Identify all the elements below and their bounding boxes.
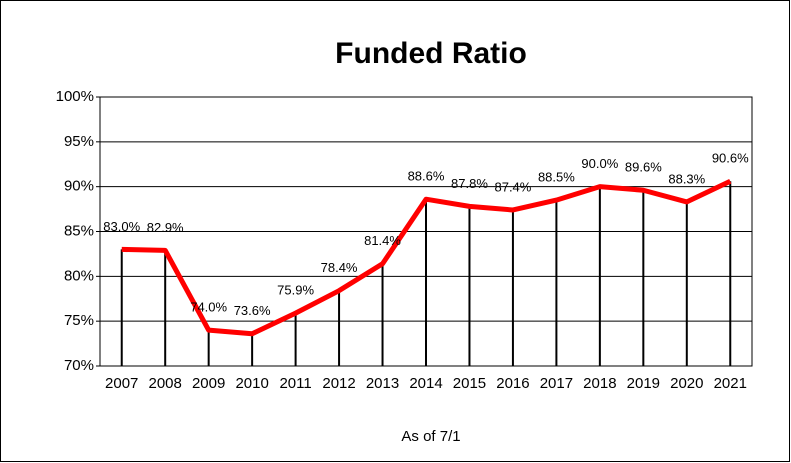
data-line [121,179,732,337]
x-tick-label: 2009 [192,375,225,392]
y-tick-label: 75% [64,312,94,329]
x-tick-label: 2013 [366,375,399,392]
y-tick-label: 80% [64,267,94,284]
y-tick-label: 85% [64,222,94,239]
data-label: 81.4% [364,233,401,248]
x-tick-label: 2017 [540,375,573,392]
data-label: 90.0% [581,156,618,171]
data-label: 87.8% [451,176,488,191]
data-label: 82.9% [147,220,184,235]
x-tick-label: 2020 [670,375,703,392]
data-label: 75.9% [277,283,314,298]
chart-title: Funded Ratio [335,37,527,70]
data-label: 83.0% [103,219,140,234]
x-tick-label: 2016 [496,375,529,392]
data-label: 78.4% [321,260,358,275]
x-tick-label: 2011 [279,375,311,392]
data-label: 73.6% [234,303,271,318]
x-tick-label: 2007 [105,375,138,392]
y-tick-label: 70% [64,357,94,374]
data-label: 88.5% [538,170,575,185]
y-tick-label: 100% [56,88,94,105]
x-tick-label: 2018 [583,375,616,392]
data-label: 87.4% [494,179,531,194]
data-label: 88.6% [408,169,445,184]
data-label: 74.0% [190,300,227,315]
x-tick-label: 2021 [714,375,747,392]
x-tick-label: 2008 [149,375,182,392]
data-label: 89.6% [625,160,662,175]
data-label: 90.6% [712,151,749,166]
x-axis-label: As of 7/1 [401,428,460,445]
x-tick-label: 2010 [235,375,268,392]
x-tick-label: 2012 [322,375,355,392]
y-tick-label: 95% [64,133,94,150]
x-tick-label: 2014 [409,375,442,392]
y-tick-label: 90% [64,178,94,195]
x-tick-label: 2015 [453,375,486,392]
x-tick-label: 2019 [627,375,660,392]
data-label: 88.3% [668,171,705,186]
